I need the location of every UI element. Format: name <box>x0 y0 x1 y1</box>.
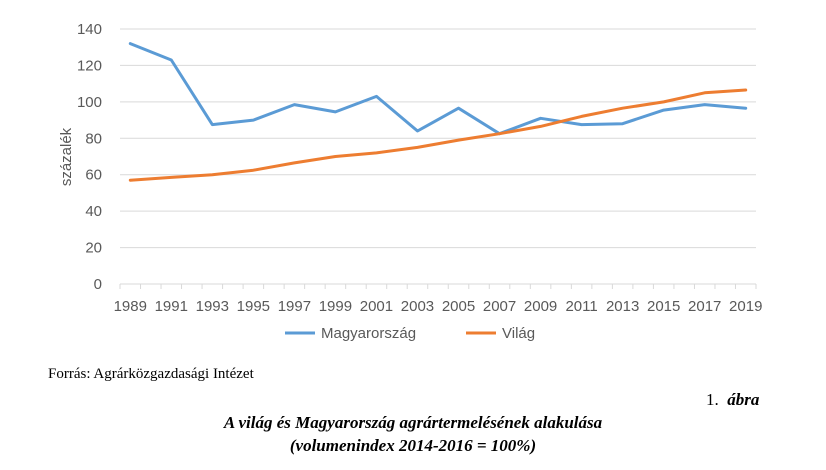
x-tick-label: 1991 <box>155 298 188 315</box>
source-note: Forrás: Agrárközgazdasági Intézet <box>48 366 254 382</box>
x-tick-label: 2013 <box>606 298 639 315</box>
figure-word: ábra <box>727 390 760 409</box>
series-lines <box>128 42 748 182</box>
series-line-vilag <box>128 88 748 182</box>
y-tick-label: 60 <box>85 167 102 184</box>
y-tick-label: 120 <box>77 57 102 74</box>
y-tick-label: 140 <box>77 21 102 38</box>
y-tick-label: 40 <box>85 203 102 220</box>
x-tick-label: 2011 <box>565 298 597 315</box>
x-tick-label: 2001 <box>360 298 393 315</box>
x-tick-label: 1997 <box>278 298 311 315</box>
y-tick-label: 20 <box>85 240 102 257</box>
series-line-magyarorszag <box>128 42 748 136</box>
gridlines <box>120 28 756 249</box>
y-axis-label: százalék <box>58 127 75 186</box>
y-tick-label: 100 <box>77 94 102 111</box>
x-tick-label: 2003 <box>401 298 434 315</box>
legend-label-vilag: Világ <box>502 325 535 342</box>
x-tick-label: 2019 <box>729 298 762 315</box>
x-tick-label: 2009 <box>524 298 557 315</box>
y-tick-label: 80 <box>85 130 102 147</box>
x-axis-ticks: 1989 1991 1993 1995 1997 1999 2001 2003 2005 2007… <box>114 284 762 315</box>
x-tick-label: 1993 <box>196 298 229 315</box>
figure-caption-subtitle: (volumenindex 2014-2016 = 100%) <box>289 436 537 455</box>
x-tick-label: 2017 <box>688 298 721 315</box>
x-tick-label: 1995 <box>237 298 270 315</box>
legend-label-magyarorszag: Magyarország <box>321 325 416 342</box>
figure-caption-title: A világ és Magyarország agrártermeléséne… <box>223 413 603 432</box>
x-tick-label: 1999 <box>319 298 352 315</box>
figure-number: 1. ábra <box>706 390 759 410</box>
y-axis-ticks: 0 20 40 60 80 100 120 140 <box>77 21 102 293</box>
x-tick-label: 2015 <box>647 298 680 315</box>
figure-number-value: 1. <box>706 390 719 409</box>
x-tick-label: 2005 <box>442 298 475 315</box>
x-tick-label: 1989 <box>114 298 147 315</box>
legend: Magyarország Világ <box>285 325 535 342</box>
y-tick-label: 0 <box>94 276 102 293</box>
x-tick-label: 2007 <box>483 298 516 315</box>
